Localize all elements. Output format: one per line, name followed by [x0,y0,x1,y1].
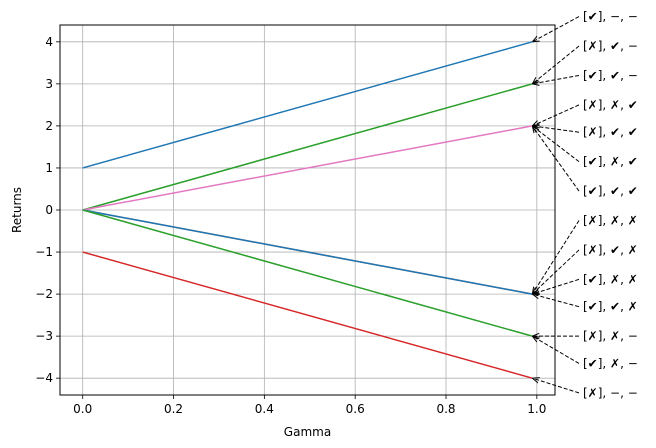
annotation-label: [✔], ✗, − [583,356,638,370]
series-line [82,209,533,295]
annotation-arrow [532,16,580,42]
y-tick-label: 3 [45,77,53,91]
y-tick-label: 4 [45,35,53,49]
annotation-arrow [532,126,580,163]
annotation-label: [✔], ✔, ✗ [583,300,638,314]
annotation-label: [✔], ✔, − [583,68,638,82]
annotation-label: [✔], −, − [583,10,638,24]
axis-ticks: 0.0 0.2 0.4 0.6 0.8 1.0 −4 −3 −2 −1 0 1 2 3 4 [35,35,546,416]
annotation-label: [✔], ✗, ✔ [583,155,638,169]
annotation-label: [✗], ✔, − [583,39,638,53]
annotation-arrow [532,336,580,364]
x-tick-label: 1.0 [527,402,546,416]
series-line [82,209,533,337]
annotation-arrow [532,74,580,83]
annotation-label: [✗], ✔, ✗ [583,243,638,257]
series-line [82,83,533,211]
x-axis-label: Gamma [284,425,331,439]
annotation-label: [✗], ✗, ✗ [583,214,638,228]
x-tick-label: 0.8 [436,402,455,416]
annotation-arrow [532,220,580,295]
y-tick-label: −4 [35,371,53,385]
series-lines [82,41,533,379]
annotation-label: [✔], ✔, ✔ [583,184,638,198]
annotation-label: [✗], ✔, ✔ [583,125,638,139]
y-tick-label: −3 [35,329,53,343]
annotation-arrow [532,45,580,84]
annotation-arrow [532,278,580,294]
y-tick-label: 2 [45,119,53,133]
x-tick-label: 0.4 [255,402,274,416]
annotation-label: [✗], ✗, − [583,329,638,343]
series-line [82,251,533,379]
annotation-arrow [532,294,580,308]
y-tick-label: 1 [45,161,53,175]
annotation-arrow [532,249,580,294]
y-tick-label: 0 [45,203,53,217]
annotation-arrow [532,126,580,192]
annotations: [✔], −, − [✗], ✔, − [✔], ✔, − [✗], ✗, ✔ [✗],… [532,10,638,400]
annotation-label: [✗], ✗, ✔ [583,98,638,112]
annotation-label: [✗], −, − [583,386,638,400]
grid [60,25,555,395]
annotation-arrow [532,126,580,133]
y-tick-label: −1 [35,245,53,259]
annotation-label: [✔], ✗, ✗ [583,272,638,286]
annotation-arrow [532,104,580,126]
series-line [82,125,533,211]
annotation-arrow [532,378,580,394]
x-tick-label: 0.2 [164,402,183,416]
x-tick-label: 0.6 [346,402,365,416]
series-line [82,41,533,169]
y-tick-label: −2 [35,287,53,301]
x-tick-label: 0.0 [73,402,92,416]
y-axis-label: Returns [10,187,24,233]
